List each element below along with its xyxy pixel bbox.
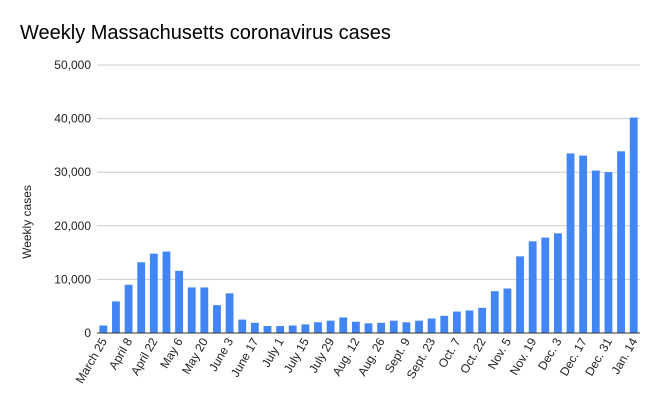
bar (213, 305, 221, 333)
bar (541, 237, 550, 333)
bar (364, 323, 373, 333)
y-tick-label: 0 (84, 326, 91, 340)
bar (389, 320, 398, 333)
bar (452, 311, 461, 333)
chart-title: Weekly Massachusetts coronavirus cases (20, 22, 391, 44)
bar (427, 318, 436, 333)
bar (301, 324, 310, 333)
bar (465, 310, 474, 333)
bar (288, 325, 297, 333)
bar (276, 326, 285, 333)
bar (326, 320, 335, 333)
x-tick-label: May 20 (179, 335, 211, 376)
bar (339, 317, 348, 333)
y-tick-label: 30,000 (54, 165, 91, 179)
y-tick-label: 40,000 (54, 112, 91, 126)
bar (415, 320, 423, 333)
bar (554, 233, 562, 333)
bar (604, 172, 613, 333)
y-tick-label: 20,000 (54, 219, 91, 233)
bar (99, 325, 108, 333)
bar (579, 155, 588, 333)
bar (187, 287, 196, 333)
bar (175, 270, 183, 333)
y-axis-ticks: 0 10,000 20,000 30,000 40,000 50,000 (54, 58, 91, 340)
bar (351, 321, 360, 333)
bar (528, 241, 537, 333)
bar (225, 293, 234, 333)
x-tick-label: Jan. 14 (608, 335, 640, 376)
bar (162, 251, 171, 333)
bar (137, 262, 146, 333)
x-tick-label: Oct. 22 (457, 335, 489, 376)
bar (238, 319, 247, 333)
y-tick-label: 10,000 (54, 272, 91, 286)
bar (112, 301, 120, 333)
bar (503, 288, 512, 333)
bar (566, 153, 575, 333)
y-tick-label: 50,000 (54, 58, 91, 72)
x-tick-label: March 25 (73, 335, 110, 386)
bar (440, 315, 449, 333)
bar (263, 326, 272, 333)
bars (99, 117, 638, 333)
bar (629, 117, 638, 333)
bar (124, 284, 133, 333)
y-axis-label: Weekly cases (20, 185, 34, 259)
bar (516, 256, 524, 333)
bar (478, 307, 487, 333)
bar (377, 322, 386, 333)
bar (149, 253, 158, 333)
bar (200, 287, 209, 333)
bar (490, 291, 499, 333)
bar (250, 322, 259, 333)
bar (402, 322, 411, 333)
bar (314, 322, 322, 333)
bar (617, 151, 625, 333)
bar (591, 170, 600, 333)
gridlines (97, 64, 640, 280)
